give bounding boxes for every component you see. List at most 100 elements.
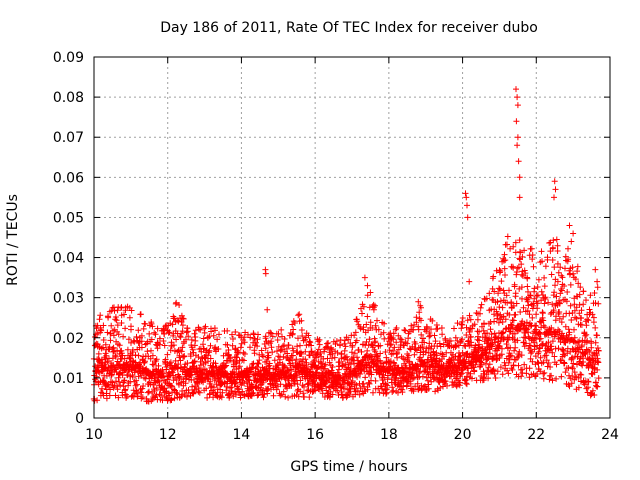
data-point: [513, 86, 519, 93]
data-point: [241, 334, 248, 341]
data-point: [542, 324, 548, 331]
data-point: [269, 333, 276, 340]
data-point: [364, 347, 371, 354]
data-point: [570, 230, 577, 237]
data-point: [375, 326, 382, 333]
data-point: [234, 385, 241, 392]
data-point: [588, 338, 595, 345]
data-point: [139, 394, 146, 401]
data-point: [357, 371, 364, 377]
data-point: [429, 317, 436, 324]
data-point: [582, 332, 589, 339]
data-point: [490, 273, 497, 280]
data-point: [356, 391, 363, 398]
data-point: [418, 331, 425, 338]
data-point: [210, 367, 217, 374]
data-point: [138, 332, 145, 339]
data-point: [561, 283, 568, 289]
data-point: [492, 375, 499, 381]
data-point: [106, 344, 113, 351]
data-point: [527, 350, 534, 357]
data-point: [487, 326, 494, 333]
data-point: [118, 304, 125, 311]
data-point: [363, 321, 370, 328]
data-point: [404, 340, 411, 347]
data-point: [433, 352, 440, 359]
data-point: [149, 352, 156, 359]
data-point: [574, 268, 581, 275]
plot-frame: [93, 56, 611, 419]
data-point: [463, 194, 470, 201]
data-point: [342, 343, 349, 350]
data-point: [440, 353, 447, 360]
data-point: [553, 236, 560, 243]
data-point: [336, 342, 343, 349]
data-point: [475, 348, 482, 355]
data-point: [485, 375, 492, 382]
data-point: [557, 357, 564, 364]
data-point: [254, 392, 261, 399]
data-point: [274, 337, 281, 343]
data-point: [369, 325, 376, 331]
data-point: [595, 375, 602, 382]
data-point: [298, 350, 305, 357]
data-point: [251, 335, 258, 342]
data-point: [156, 341, 163, 348]
data-point: [590, 314, 597, 321]
data-point: [510, 243, 517, 250]
data-point: [176, 302, 183, 308]
data-point: [364, 282, 371, 289]
data-point: [93, 373, 100, 380]
data-point: [269, 349, 276, 356]
data-point: [431, 332, 438, 339]
data-point: [549, 257, 556, 263]
data-point: [416, 309, 423, 316]
data-point: [594, 355, 601, 362]
data-point: [578, 315, 585, 322]
data-point: [215, 346, 222, 352]
data-point: [524, 298, 531, 305]
data-point: [189, 383, 196, 390]
data-point: [230, 336, 236, 342]
data-point: [577, 284, 584, 291]
data-point: [496, 285, 502, 292]
data-point: [180, 315, 187, 322]
data-point: [280, 388, 287, 395]
data-point: [528, 245, 535, 252]
data-point: [114, 322, 121, 329]
data-point: [210, 332, 217, 339]
data-point: [401, 342, 408, 349]
data-point: [594, 352, 600, 358]
data-point: [236, 363, 243, 370]
data-point: [100, 337, 107, 343]
data-point: [535, 348, 542, 355]
data-point: [521, 247, 528, 254]
data-point: [580, 288, 587, 295]
y-tick-label: 0: [75, 411, 84, 427]
data-point: [216, 331, 222, 338]
data-point: [395, 332, 402, 339]
data-point: [523, 319, 530, 326]
data-point: [422, 349, 429, 356]
data-point: [135, 340, 142, 346]
data-point: [585, 378, 592, 385]
data-point: [527, 323, 534, 330]
data-point: [565, 245, 571, 252]
data-point: [511, 281, 518, 288]
data-point: [166, 392, 173, 399]
data-point: [466, 329, 473, 335]
data-point: [510, 317, 517, 324]
data-point: [237, 344, 244, 351]
data-point: [308, 348, 315, 355]
data-point: [107, 386, 114, 393]
data-points: [90, 86, 602, 405]
data-point: [538, 248, 545, 255]
data-point: [564, 350, 571, 357]
data-point: [372, 348, 379, 355]
data-point: [452, 334, 459, 341]
data-point: [112, 352, 119, 359]
data-point: [118, 320, 125, 326]
data-point: [464, 317, 471, 324]
data-point: [548, 271, 555, 278]
data-point: [326, 384, 333, 391]
